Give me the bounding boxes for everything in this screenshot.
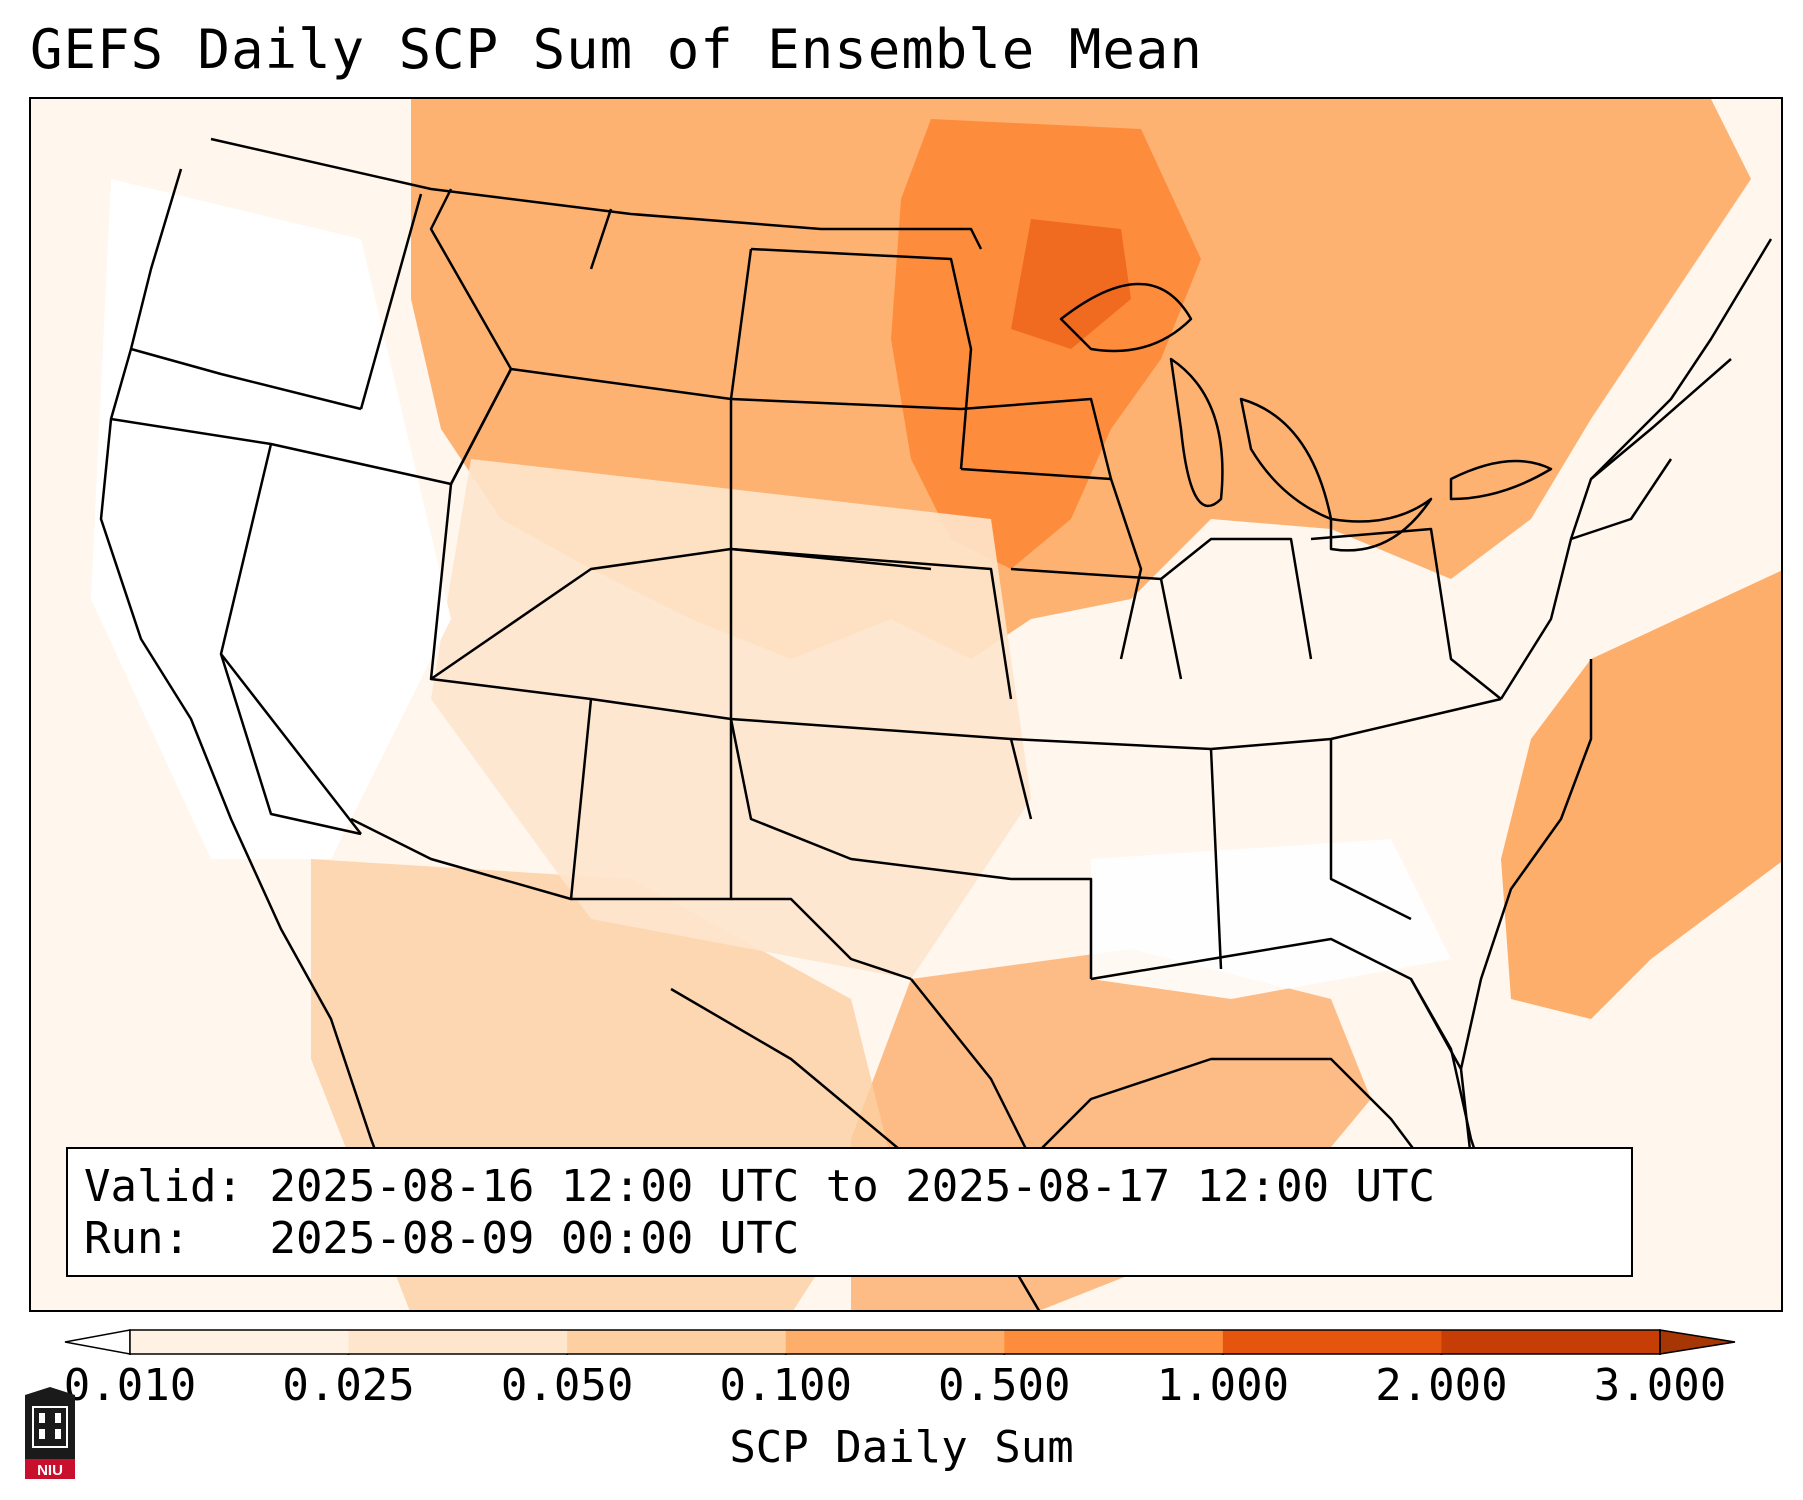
valid-label: Valid:	[84, 1161, 243, 1212]
colorbar-tick-label: 1.000	[1156, 1360, 1290, 1411]
map-panel	[29, 97, 1783, 1312]
valid-run-info: Valid: 2025-08-16 12:00 UTC to 2025-08-1…	[66, 1147, 1633, 1277]
map-title: GEFS Daily SCP Sum of Ensemble Mean	[30, 18, 1203, 81]
colorbar-outline	[129, 1329, 1661, 1355]
colorbar-tick-label: 3.000	[1593, 1360, 1727, 1411]
scp-map	[31, 99, 1781, 1310]
colorbar-segment	[785, 1330, 1005, 1354]
valid-value: 2025-08-16 12:00 UTC to 2025-08-17 12:00…	[269, 1161, 1436, 1212]
colorbar-tick-label: 0.025	[282, 1360, 415, 1411]
colorbar-tick-label: 0.500	[938, 1360, 1071, 1411]
run-label: Run:	[84, 1213, 190, 1264]
colorbar-under-extend	[64, 1329, 131, 1355]
colorbar-over-extend	[1659, 1329, 1736, 1355]
colorbar-tick-label: 0.010	[63, 1360, 197, 1411]
scp-shading	[31, 99, 1781, 1310]
niu-logo: NIU	[25, 1387, 75, 1479]
colorbar-tick-label: 0.100	[719, 1360, 852, 1411]
colorbar-segment	[567, 1330, 787, 1354]
colorbar	[64, 1329, 1736, 1355]
colorbar-tick-label: 2.000	[1375, 1360, 1508, 1411]
run-value: 2025-08-09 00:00 UTC	[269, 1213, 800, 1264]
colorbar-segment	[348, 1330, 568, 1354]
state-borders	[99, 137, 1773, 1310]
colorbar-segment	[130, 1330, 350, 1354]
colorbar-segment	[1004, 1330, 1224, 1354]
colorbar-label: SCP Daily Sum	[729, 1422, 1074, 1473]
colorbar-segment	[1441, 1330, 1661, 1354]
logo-text: NIU	[37, 1462, 63, 1479]
colorbar-tick-label: 0.050	[500, 1360, 634, 1411]
colorbar-segment	[1222, 1330, 1442, 1354]
